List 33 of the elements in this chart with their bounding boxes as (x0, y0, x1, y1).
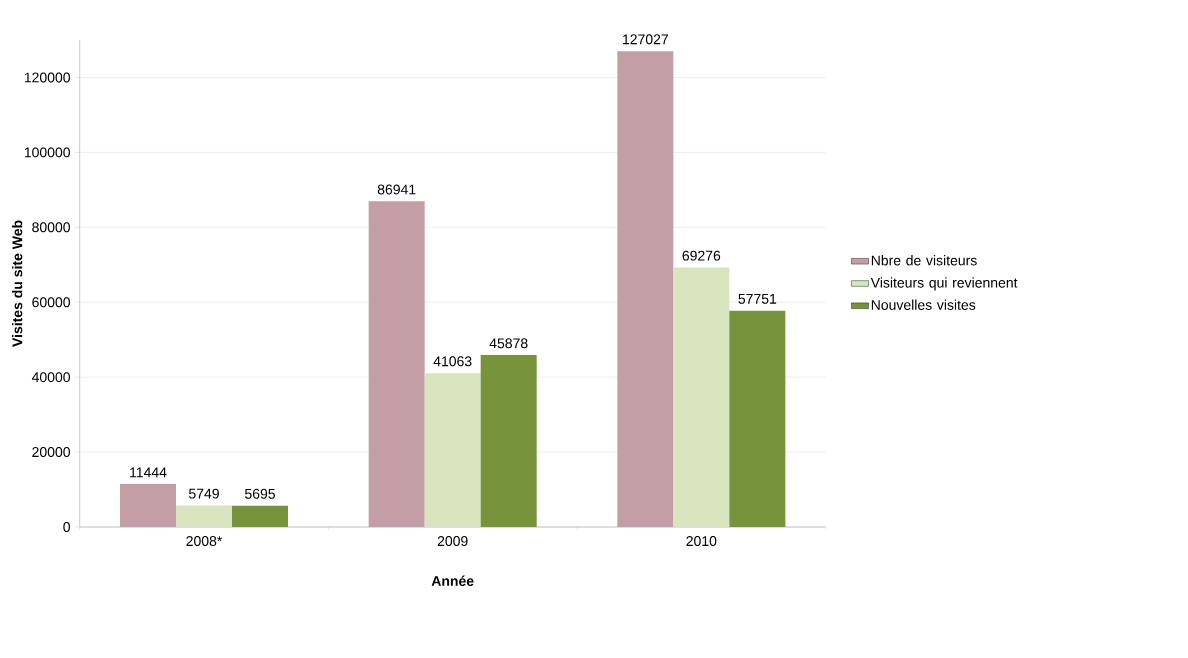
bar (232, 505, 289, 527)
data-label: 5695 (245, 488, 275, 499)
data-label: 11444 (130, 467, 167, 478)
x-tick-label: 2010 (686, 536, 717, 547)
data-label: 127027 (623, 34, 668, 45)
y-tick-label: 80000 (32, 222, 70, 233)
data-label: 57751 (738, 294, 777, 304)
y-tick-label: 40000 (31, 372, 70, 383)
y-tick-label: 60000 (32, 297, 70, 308)
bar (617, 51, 674, 527)
bar (424, 373, 481, 527)
y-axis-title: Visites du site Web (12, 220, 23, 347)
legend-label: Nouvelles visites (871, 299, 976, 310)
bar (368, 201, 425, 527)
y-tick-label: 20000 (32, 447, 70, 458)
data-label: 69276 (682, 250, 721, 261)
data-label: 41063 (433, 356, 472, 367)
data-label: 45878 (489, 338, 528, 349)
bar (673, 267, 730, 527)
bar (480, 355, 537, 527)
y-tick-label: 120000 (24, 72, 70, 83)
x-axis-title: Année (431, 575, 474, 586)
bar (176, 505, 233, 527)
x-tick-label: 2008* (186, 536, 223, 547)
legend-label: Nbre de visiteurs (871, 255, 977, 266)
bar (120, 484, 177, 527)
data-label: 5749 (189, 488, 219, 499)
x-tick-label: 2009 (437, 536, 468, 547)
bar (729, 310, 786, 527)
y-tick-label: 0 (63, 522, 70, 532)
data-label: 86941 (377, 184, 416, 195)
legend-label: Visiteurs qui reviennent (870, 277, 1018, 291)
y-tick-label: 100000 (24, 147, 70, 158)
